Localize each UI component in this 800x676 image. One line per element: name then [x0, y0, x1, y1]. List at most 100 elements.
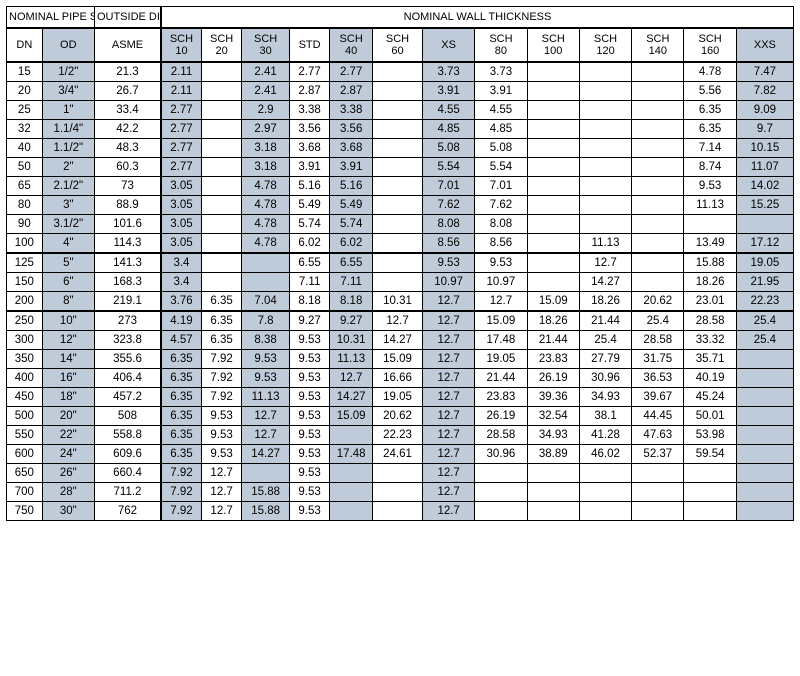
- cell: 24.61: [373, 445, 423, 464]
- cell: 3.91: [422, 82, 474, 101]
- cell: 4.55: [422, 101, 474, 120]
- cell: 2.87: [289, 82, 329, 101]
- cell: 9.53: [289, 369, 329, 388]
- cell: 59.54: [684, 445, 736, 464]
- cell: [201, 120, 241, 139]
- cell: 21.3: [94, 62, 161, 82]
- table-row: 75030"7627.9212.715.889.5312.7: [7, 502, 794, 521]
- cell: 650: [7, 464, 43, 483]
- cell: [373, 158, 423, 177]
- cell: 150: [7, 273, 43, 292]
- cell: 53.98: [684, 426, 736, 445]
- cell: 3.18: [242, 158, 290, 177]
- cell: 457.2: [94, 388, 161, 407]
- cell: [527, 158, 579, 177]
- cell: 3.91: [475, 82, 527, 101]
- cell: 2.97: [242, 120, 290, 139]
- cell: 30.96: [579, 369, 631, 388]
- cell: 10.15: [736, 139, 793, 158]
- cell: 15.88: [242, 502, 290, 521]
- cell: 12.7: [201, 502, 241, 521]
- cell: 700: [7, 483, 43, 502]
- cell: 323.8: [94, 331, 161, 350]
- cell: [684, 502, 736, 521]
- cell: 39.36: [527, 388, 579, 407]
- cell: 47.63: [632, 426, 684, 445]
- cell: 12.7: [422, 350, 474, 369]
- cell: [579, 101, 631, 120]
- cell: 8.08: [475, 215, 527, 234]
- cell: 3/4": [42, 82, 94, 101]
- cell: 7.01: [422, 177, 474, 196]
- cell: 2.77: [161, 120, 201, 139]
- cell: 80: [7, 196, 43, 215]
- cell: 8.56: [475, 234, 527, 254]
- cell: 3.4: [161, 273, 201, 292]
- cell: 5.74: [330, 215, 373, 234]
- cell: 15: [7, 62, 43, 82]
- cell: [242, 253, 290, 273]
- cell: [475, 483, 527, 502]
- cell: 9.53: [242, 350, 290, 369]
- cell: 5": [42, 253, 94, 273]
- cell: 26": [42, 464, 94, 483]
- table-row: 251"33.42.772.93.383.384.554.556.359.09: [7, 101, 794, 120]
- cell: 609.6: [94, 445, 161, 464]
- cell: 28.58: [632, 331, 684, 350]
- cell: 6.35: [161, 445, 201, 464]
- col-header: SCH30: [242, 28, 290, 62]
- cell: 15.09: [373, 350, 423, 369]
- cell: 22.23: [373, 426, 423, 445]
- cell: 10.31: [330, 331, 373, 350]
- cell: 12.7: [330, 369, 373, 388]
- hdr-nominal-pipe-size: NOMINAL PIPE SIZE: [7, 7, 95, 29]
- cell: 9.53: [242, 369, 290, 388]
- cell: 5.08: [422, 139, 474, 158]
- table-row: 401.1/2"48.32.773.183.683.685.085.087.14…: [7, 139, 794, 158]
- cell: [736, 350, 793, 369]
- cell: 39.67: [632, 388, 684, 407]
- col-header: XS: [422, 28, 474, 62]
- cell: 7.82: [736, 82, 793, 101]
- cell: 6.35: [684, 120, 736, 139]
- cell: 3.56: [330, 120, 373, 139]
- cell: 3.05: [161, 215, 201, 234]
- cell: [373, 464, 423, 483]
- cell: [579, 82, 631, 101]
- cell: 1.1/4": [42, 120, 94, 139]
- table-row: 1255"141.33.46.556.559.539.5312.715.8819…: [7, 253, 794, 273]
- cell: 6": [42, 273, 94, 292]
- table-row: 1004"114.33.054.786.026.028.568.5611.131…: [7, 234, 794, 254]
- cell: 7.47: [736, 62, 793, 82]
- cell: 33.4: [94, 101, 161, 120]
- col-header: SCH100: [527, 28, 579, 62]
- col-header: SCH160: [684, 28, 736, 62]
- cell: [632, 464, 684, 483]
- cell: 9.53: [684, 177, 736, 196]
- cell: [632, 120, 684, 139]
- cell: 3.4: [161, 253, 201, 273]
- cell: 6.35: [161, 388, 201, 407]
- cell: 7.92: [201, 350, 241, 369]
- cell: 23.83: [475, 388, 527, 407]
- table-row: 203/4"26.72.112.412.872.873.913.915.567.…: [7, 82, 794, 101]
- table-row: 1506"168.33.47.117.1110.9710.9714.2718.2…: [7, 273, 794, 292]
- cell: 250: [7, 311, 43, 331]
- cell: [684, 464, 736, 483]
- cell: 45.24: [684, 388, 736, 407]
- cell: 660.4: [94, 464, 161, 483]
- cell: 15.25: [736, 196, 793, 215]
- cell: 28.58: [684, 311, 736, 331]
- cell: 9.53: [422, 253, 474, 273]
- cell: 9.53: [289, 331, 329, 350]
- cell: 7.04: [242, 292, 290, 312]
- col-header: SCH40: [330, 28, 373, 62]
- cell: [330, 483, 373, 502]
- cell: 6.02: [289, 234, 329, 254]
- cell: [527, 101, 579, 120]
- cell: 3.38: [330, 101, 373, 120]
- cell: [579, 120, 631, 139]
- cell: 5.54: [422, 158, 474, 177]
- cell: 6.35: [161, 350, 201, 369]
- cell: [736, 502, 793, 521]
